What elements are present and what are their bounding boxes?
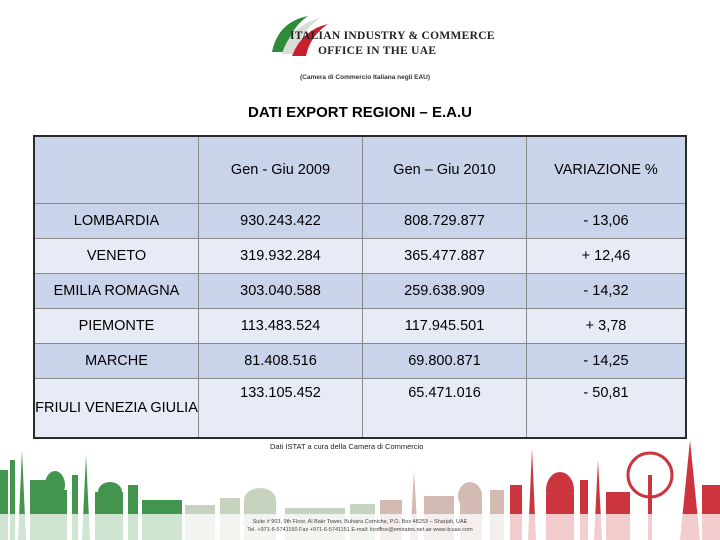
value-2010-cell: 365.477.887 (362, 238, 527, 274)
header-cell-region (33, 135, 199, 204)
value-2010-cell: 117.945.501 (362, 308, 527, 344)
source-note: Dati ISTAT a cura della Camera di Commer… (270, 442, 424, 451)
value-2010-cell: 808.729.877 (362, 203, 527, 239)
city-skyline-illustration (0, 440, 720, 540)
value-2009-cell: 113.483.524 (198, 308, 363, 344)
header-cell-variation: VARIAZIONE % (526, 135, 687, 204)
table-row: PIEMONTE 113.483.524 117.945.501 + 3,78 (33, 308, 687, 344)
footer-address: Suite # 903, 9th Floor, Al Bakr Tower, B… (252, 519, 468, 525)
table-row: MARCHE 81.408.516 69.800.871 - 14,25 (33, 343, 687, 379)
logo: ITALIAN INDUSTRY & COMMERCE OFFICE IN TH… (268, 10, 495, 82)
variation-cell: - 50,81 (526, 378, 687, 439)
variation-cell: - 14,25 (526, 343, 687, 379)
table-row: LOMBARDIA 930.243.422 808.729.877 - 13,0… (33, 203, 687, 239)
variation-cell: - 14,32 (526, 273, 687, 309)
value-2009-cell: 133.105.452 (198, 378, 363, 439)
value-2010-cell: 65.471.016 (362, 378, 527, 439)
header-cell-2009: Gen - Giu 2009 (198, 135, 363, 204)
value-2010-cell: 259.638.909 (362, 273, 527, 309)
value-2010-cell: 69.800.871 (362, 343, 527, 379)
logo-line-1: ITALIAN INDUSTRY & COMMERCE (290, 30, 495, 42)
variation-cell: + 12,46 (526, 238, 687, 274)
region-cell: LOMBARDIA (33, 203, 199, 239)
logo-line-3: (Camera di Commercio Italiana negli EAU) (300, 74, 431, 81)
footer-contacts: Tel. +971-6-5741150 Fax +971-6-5741151 E… (247, 527, 473, 533)
region-cell: FRIULI VENEZIA GIULIA (33, 378, 199, 439)
page-title: DATI EXPORT REGIONI – E.A.U (248, 104, 472, 121)
italian-flag-ribbon-icon (272, 16, 328, 56)
export-table: Gen - Giu 2009 Gen – Giu 2010 VARIAZIONE… (33, 135, 687, 439)
variation-cell: - 13,06 (526, 203, 687, 239)
logo-line-2: OFFICE IN THE UAE (318, 45, 437, 57)
table-header-row: Gen - Giu 2009 Gen – Giu 2010 VARIAZIONE… (33, 135, 687, 204)
region-cell: VENETO (33, 238, 199, 274)
value-2009-cell: 303.040.588 (198, 273, 363, 309)
value-2009-cell: 930.243.422 (198, 203, 363, 239)
value-2009-cell: 81.408.516 (198, 343, 363, 379)
table-row: EMILIA ROMAGNA 303.040.588 259.638.909 -… (33, 273, 687, 309)
region-cell: EMILIA ROMAGNA (33, 273, 199, 309)
value-2009-cell: 319.932.284 (198, 238, 363, 274)
header-cell-2010: Gen – Giu 2010 (362, 135, 527, 204)
region-cell: MARCHE (33, 343, 199, 379)
region-cell: PIEMONTE (33, 308, 199, 344)
table-row: FRIULI VENEZIA GIULIA 133.105.452 65.471… (33, 378, 687, 439)
table-row: VENETO 319.932.284 365.477.887 + 12,46 (33, 238, 687, 274)
variation-cell: + 3,78 (526, 308, 687, 344)
